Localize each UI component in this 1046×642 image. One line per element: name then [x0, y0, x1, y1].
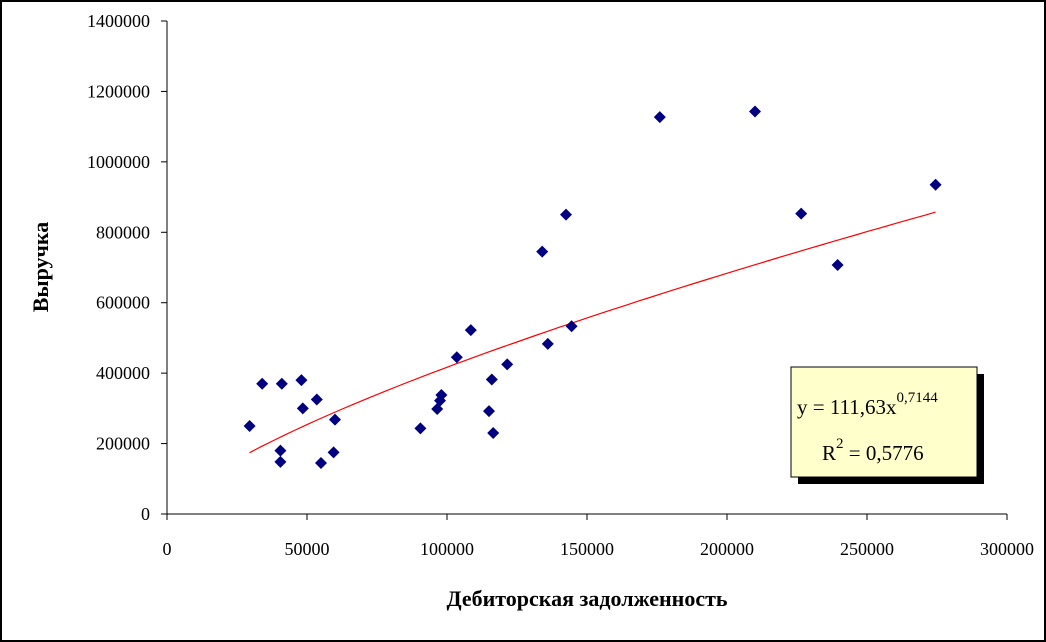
data-point [795, 207, 808, 220]
data-point [487, 427, 500, 440]
data-point [749, 105, 761, 118]
y-tick-label: 600000 [96, 293, 150, 313]
x-axis-title: Дебиторская задолженность [446, 586, 727, 611]
x-tick-label: 300000 [980, 539, 1034, 559]
data-point [501, 358, 514, 371]
data-point [243, 419, 256, 432]
y-tick-label: 1000000 [87, 152, 150, 172]
x-tick-label: 100000 [420, 539, 474, 559]
equation-box: y = 111,63x0,7144 R2 = 0,5776 [790, 366, 984, 484]
x-tick-label: 250000 [840, 539, 894, 559]
y-tick-label: 200000 [96, 434, 150, 454]
data-point [295, 374, 308, 387]
data-point [560, 208, 572, 221]
data-point [541, 337, 554, 350]
y-tick-label: 1400000 [87, 11, 150, 31]
y-tick-label: 0 [141, 504, 150, 524]
data-point [485, 373, 498, 386]
y-tick-label: 1200000 [87, 81, 150, 101]
trend-equation: y = 111,63x0,7144 [797, 390, 938, 419]
data-point [831, 259, 844, 272]
data-point [414, 422, 427, 435]
x-axis-ticks: 0 50000 100000 150000 200000 250000 300000 [163, 514, 1034, 559]
data-point [310, 393, 323, 406]
data-point [565, 320, 578, 333]
x-tick-label: 50000 [285, 539, 330, 559]
data-point [256, 377, 269, 390]
data-point [315, 456, 327, 469]
data-point [329, 413, 341, 426]
y-tick-label: 400000 [96, 363, 150, 383]
x-tick-label: 0 [163, 539, 172, 559]
equation-box-frame [790, 366, 978, 478]
x-tick-label: 150000 [560, 539, 614, 559]
y-axis-ticks: 0 200000 400000 600000 800000 1000000 1200000 1… [87, 11, 167, 524]
data-point [274, 444, 287, 457]
data-point [929, 178, 942, 191]
scatter-points [243, 105, 942, 469]
data-point [464, 324, 477, 337]
x-tick-label: 200000 [700, 539, 754, 559]
data-point [483, 405, 495, 418]
data-point [327, 446, 340, 459]
y-tick-label: 800000 [96, 222, 150, 242]
data-point [435, 388, 448, 401]
data-point [653, 111, 666, 124]
power-trendline [249, 211, 936, 454]
data-point [450, 351, 463, 364]
data-point [275, 377, 288, 390]
data-point [274, 455, 287, 468]
r-squared: R2 = 0,5776 [822, 436, 924, 465]
data-point [296, 402, 309, 415]
data-point [536, 245, 549, 258]
y-axis-title: Выручка [28, 222, 53, 313]
